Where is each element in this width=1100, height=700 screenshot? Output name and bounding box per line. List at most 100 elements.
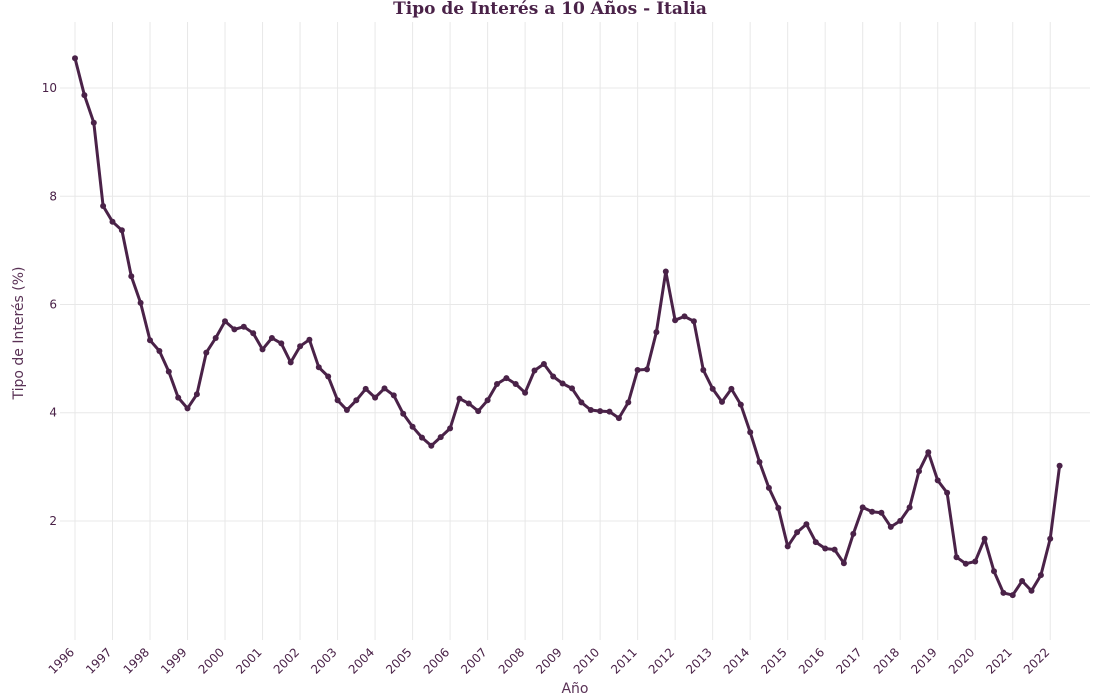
data-point <box>878 509 885 516</box>
x-tick-label: 1998 <box>121 645 152 676</box>
data-point <box>475 408 482 415</box>
y-tick-label: 2 <box>49 514 57 528</box>
data-point <box>1037 572 1044 579</box>
data-point <box>222 318 228 325</box>
data-point <box>297 343 304 350</box>
data-point <box>1047 535 1054 542</box>
data-point <box>831 546 838 553</box>
data-point <box>719 398 725 405</box>
data-point <box>343 407 350 413</box>
data-points <box>72 55 1063 599</box>
y-tick-labels: 2 4 6 8 10 <box>42 81 57 528</box>
data-point <box>419 434 425 441</box>
data-point <box>803 521 810 528</box>
data-point <box>381 385 388 392</box>
data-point <box>737 401 744 408</box>
data-point <box>494 381 500 387</box>
data-point <box>578 399 585 406</box>
data-point <box>681 313 688 320</box>
data-point <box>484 397 491 404</box>
data-point <box>775 505 782 511</box>
data-point <box>972 558 979 565</box>
data-point <box>118 227 125 234</box>
data-point <box>906 504 913 511</box>
x-tick-label: 2010 <box>571 645 602 676</box>
x-tick-labels: 1996 1997 1998 1999 2000 2001 2002 2003 2004 2005… <box>46 645 1053 676</box>
data-point <box>887 523 894 530</box>
data-point <box>765 484 772 491</box>
data-point <box>362 385 369 392</box>
data-point <box>672 317 679 324</box>
data-point <box>644 366 650 373</box>
y-tick-label: 6 <box>49 297 57 311</box>
data-point <box>991 568 997 575</box>
data-point <box>634 367 641 373</box>
data-point <box>334 397 341 404</box>
data-point <box>822 545 829 552</box>
data-point <box>1000 589 1007 596</box>
data-point <box>859 504 866 511</box>
x-tick-label: 2009 <box>533 645 564 676</box>
data-point <box>165 368 172 375</box>
data-point <box>653 329 660 336</box>
data-point <box>193 391 200 398</box>
data-point <box>268 335 275 341</box>
x-tick-label: 2022 <box>1021 645 1052 676</box>
data-point <box>1056 462 1063 469</box>
data-point <box>390 392 397 399</box>
data-point <box>550 373 557 380</box>
data-point <box>503 375 510 382</box>
x-tick-label: 2011 <box>608 645 639 676</box>
data-point <box>306 336 313 343</box>
data-point <box>784 543 791 550</box>
data-point <box>606 408 613 415</box>
data-point <box>400 410 407 417</box>
x-axis-label: Año <box>561 681 588 697</box>
x-tick-label: 2004 <box>346 645 377 676</box>
data-point <box>278 340 285 347</box>
data-point <box>156 348 163 354</box>
data-point <box>934 477 941 484</box>
data-point <box>456 395 463 402</box>
data-point <box>522 389 529 396</box>
x-tick-label: 2019 <box>908 645 939 676</box>
data-point <box>353 397 360 404</box>
x-tick-label: 2014 <box>721 645 752 676</box>
data-point <box>615 415 622 422</box>
data-point <box>147 337 153 344</box>
data-point <box>756 459 763 465</box>
data-point <box>250 330 257 337</box>
data-point <box>1009 592 1016 599</box>
series-line <box>73 56 1062 597</box>
data-point <box>840 560 847 567</box>
data-point <box>203 349 210 356</box>
y-tick-label: 4 <box>49 406 57 420</box>
data-point <box>944 489 951 496</box>
data-point <box>259 346 266 353</box>
data-point <box>728 385 735 392</box>
grid <box>60 22 1090 640</box>
data-point <box>212 335 219 341</box>
data-point <box>869 508 876 515</box>
data-point <box>531 367 538 374</box>
data-point <box>315 364 322 371</box>
x-tick-label: 2020 <box>946 645 977 676</box>
data-point <box>81 92 88 99</box>
data-point <box>100 203 107 209</box>
data-point <box>409 423 416 430</box>
x-tick-label: 2015 <box>758 645 789 676</box>
data-point <box>184 405 191 412</box>
data-point <box>175 394 182 401</box>
y-axis-label: Tipo de Interés (%) <box>11 267 27 401</box>
data-point <box>287 359 294 366</box>
data-point <box>512 381 519 387</box>
x-tick-label: 2021 <box>983 645 1014 676</box>
data-point <box>981 535 988 542</box>
x-tick-label: 2007 <box>458 645 489 676</box>
data-point <box>231 326 238 333</box>
x-tick-label: 2013 <box>683 645 714 676</box>
data-point <box>428 442 435 449</box>
data-point <box>1028 587 1035 594</box>
data-point <box>559 380 566 387</box>
data-point <box>625 399 632 406</box>
